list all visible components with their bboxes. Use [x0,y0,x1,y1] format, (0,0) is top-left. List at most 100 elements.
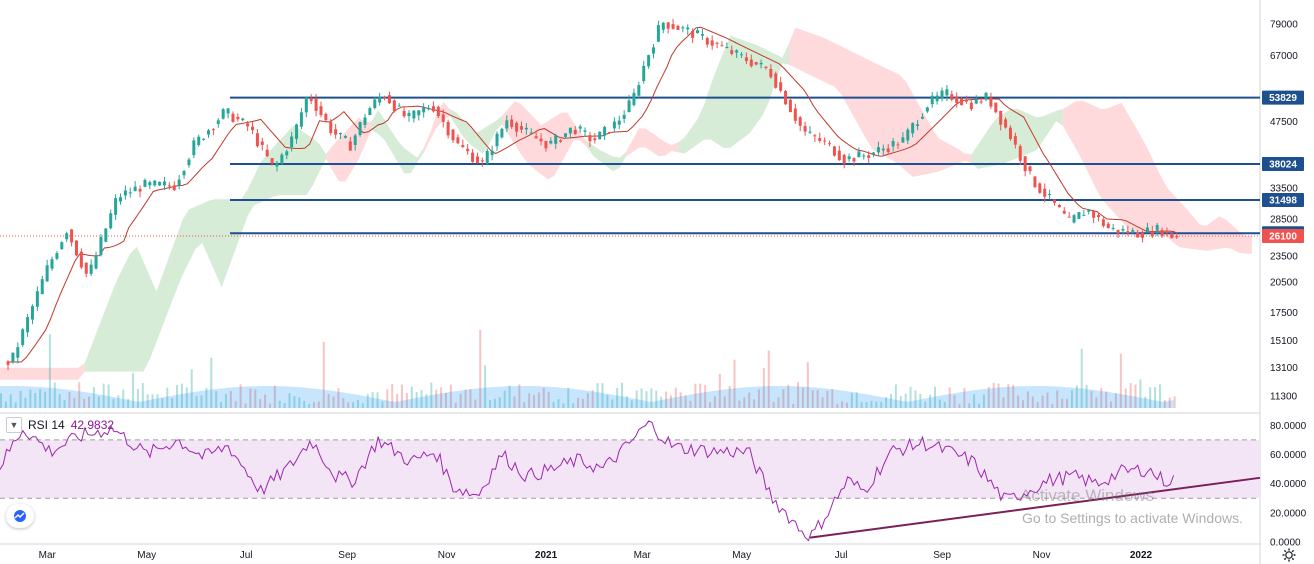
rsi-line [0,420,1175,542]
time-tick-label: Nov [438,550,456,561]
candle-body [148,182,152,186]
volume-bar [332,396,335,408]
volume-bar [1017,395,1020,408]
volume-bar [762,367,765,408]
volume-bar [78,382,81,408]
price-tick-label: 28500 [1270,215,1298,226]
cloud-segment [971,108,1063,169]
candle-body [207,130,211,135]
candle-body [999,110,1003,125]
volume-bar [454,402,457,408]
volume-bar [640,388,643,408]
candle-body [392,100,396,112]
candle-body [70,229,74,243]
volume-bar [327,394,330,408]
volume-bar [674,387,677,408]
volume-bar [660,396,663,408]
volume-bar [444,392,447,408]
candle-body [686,27,690,30]
volume-bar [273,385,276,408]
volume-bar [547,391,550,408]
volume-bar [997,383,1000,408]
volume-bar [410,386,413,408]
candle-body [979,101,983,103]
tradingview-logo-button[interactable] [6,504,34,528]
candle-body [65,233,69,240]
candle-body [412,110,416,119]
candle-body [1033,176,1037,188]
volume-bar [107,384,110,408]
candle-body [216,120,220,124]
volume-bar [567,387,570,408]
candle-body [153,180,157,186]
candle-body [407,112,411,117]
volume-bar [34,393,37,408]
candle-body [383,97,387,99]
candle-body [955,96,959,103]
volume-bar [699,383,702,408]
candle-body [964,100,968,102]
volume-bar [621,382,624,408]
candle-body [89,264,93,274]
volume-bar [924,401,927,408]
price-tag-label: 26100 [1269,231,1297,242]
rsi-tick-label: 80.0000 [1270,421,1307,432]
candle-body [74,240,78,256]
volume-bar [224,393,227,408]
candle-body [84,262,88,274]
candle-body [652,47,656,54]
volume-bar [713,396,716,408]
volume-bar [684,395,687,408]
volume-bar [860,402,863,408]
volume-bar [1119,353,1122,408]
candle-body [246,123,250,127]
volume-bar [308,403,311,408]
volume-bar [948,387,951,408]
volume-bar [1085,384,1088,408]
kijun-sen-line [6,26,1176,363]
time-tick-label: May [137,550,156,561]
candle-body [911,123,915,134]
rsi-tick-label: 60.0000 [1270,450,1307,461]
volume-bar [190,369,193,408]
horizontal-levels[interactable] [0,96,1260,237]
volume-bar [909,386,912,408]
volume-bar [787,384,790,408]
volume-bar [1036,401,1039,408]
candle-body [935,95,939,102]
candle-body [881,148,885,151]
candle-body [1038,183,1042,193]
volume-bar [709,402,712,408]
volume-bar [625,396,628,408]
candle-body [143,179,147,187]
collapse-toggle[interactable]: ▼ [6,417,22,433]
price-tag-label: 38024 [1269,160,1297,171]
candle-body [1008,127,1012,140]
candle-body [891,141,895,147]
volume-bar [161,398,164,408]
candle-body [632,92,636,106]
volume-bar [1154,387,1157,408]
candle-body [847,156,851,160]
candle-body [720,45,724,47]
volume-bar [88,396,91,408]
candle-body [1121,229,1125,231]
cloud-segment [678,35,789,154]
volume-bar [826,390,829,408]
candle-body [872,152,876,155]
volume-bar [234,401,237,408]
candle-body [471,152,475,162]
candle-body [339,132,343,135]
volume-bar [1066,398,1069,408]
volume-bar [337,388,340,408]
rsi-trend-line[interactable] [809,476,1261,539]
volume-bar [1007,384,1010,408]
volume-bar [39,389,42,408]
settings-button[interactable] [1279,546,1299,564]
candle-body [1126,231,1130,234]
rsi-axis: 80.0000 60.0000 40.0000 20.0000 0.0000 [1270,421,1307,549]
volume-bar [865,402,868,408]
volume-bar [146,394,149,408]
cloud-segment [1062,100,1252,254]
